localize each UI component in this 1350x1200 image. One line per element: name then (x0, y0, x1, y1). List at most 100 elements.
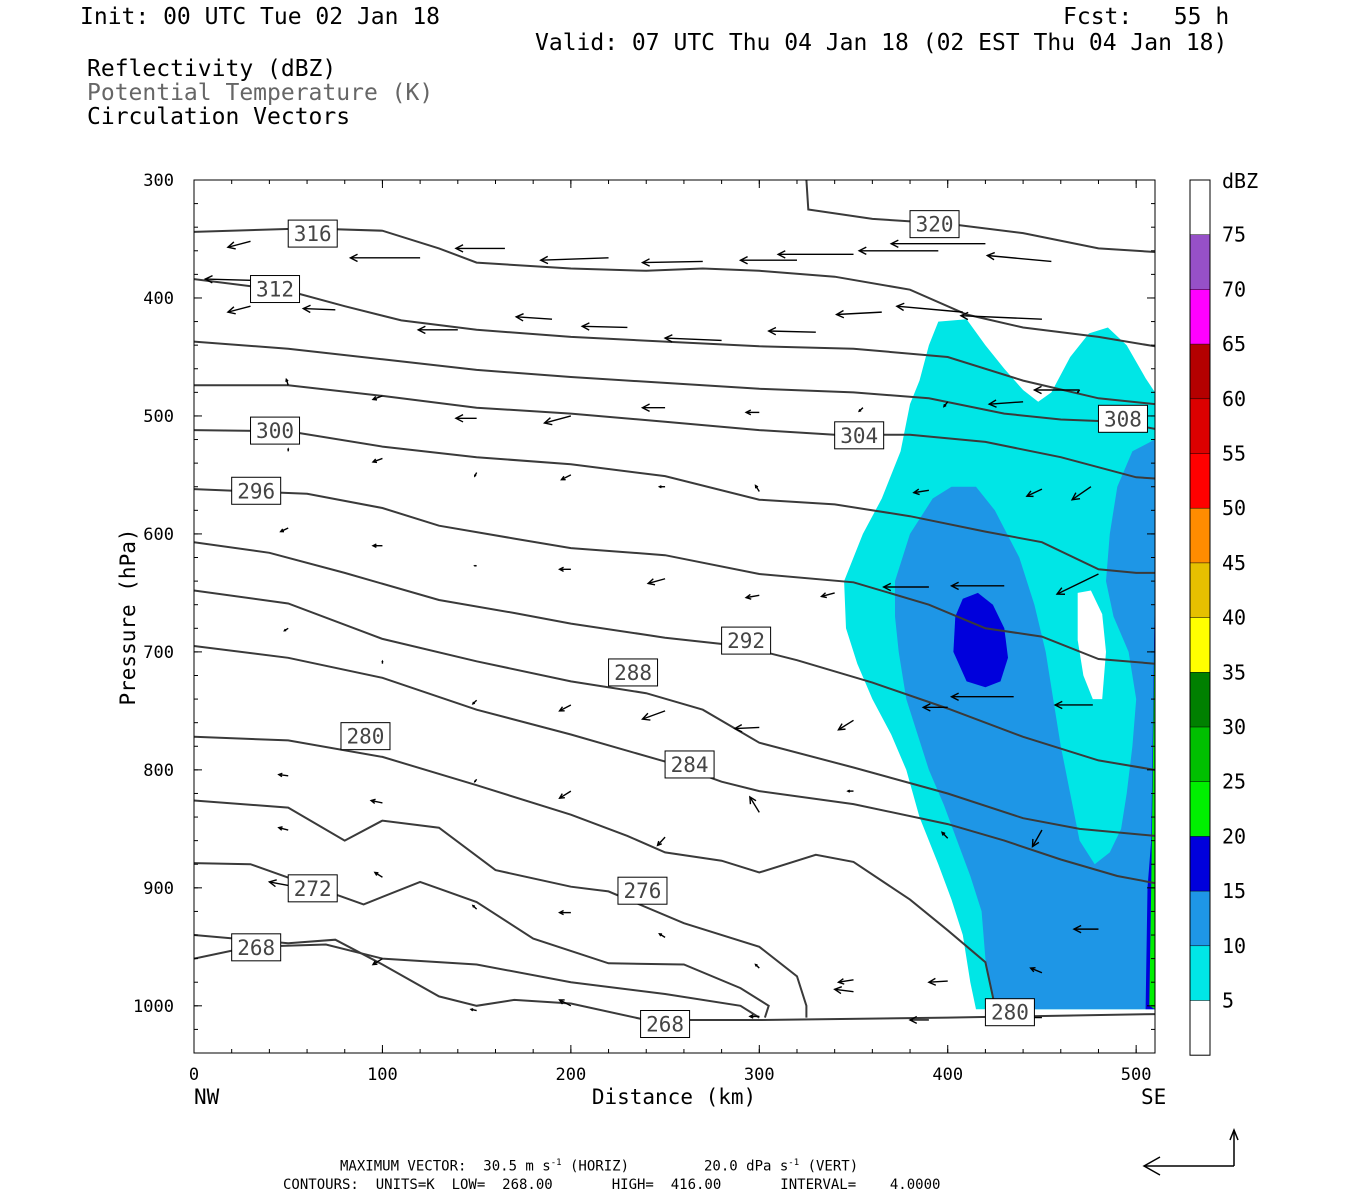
contour-label: 288 (614, 661, 652, 685)
contour-label-box (721, 626, 772, 655)
circulation-vector (646, 578, 666, 586)
circulation-vector (895, 302, 963, 313)
circulation-vector (835, 309, 882, 319)
y-tick-label: 600 (143, 525, 174, 545)
theta-contour-280 (194, 735, 996, 1013)
colorbar-swatch (1190, 344, 1210, 399)
circulation-vector (987, 399, 1024, 408)
colorbar-label: 70 (1222, 277, 1246, 301)
colorbar-swatch (1190, 617, 1210, 673)
circulation-vector (921, 703, 948, 712)
circulation-vector (819, 592, 835, 599)
circulation-vector (371, 395, 383, 401)
circulation-vector (454, 244, 505, 253)
colorbar-swatch (1190, 781, 1210, 837)
colorbar-swatch (1190, 1000, 1210, 1056)
circulation-vector (754, 963, 760, 969)
circulation-vector (833, 986, 854, 995)
colorbar-swatch (1190, 180, 1210, 235)
contour-label-box (287, 219, 338, 248)
colorbar-label: 45 (1222, 551, 1246, 575)
circulation-vector (1076, 389, 1081, 394)
x-tick-label: 200 (556, 1065, 587, 1085)
circulation-vector (560, 474, 572, 481)
contour-label-box (231, 476, 282, 505)
contour-label: 296 (237, 479, 275, 503)
circulation-vector (767, 326, 816, 336)
circulation-vector (558, 999, 572, 1007)
circulation-vector (744, 409, 760, 416)
circulation-vector (640, 403, 666, 412)
circulation-vector (658, 933, 666, 938)
circulation-vector (194, 872, 195, 874)
contour-label-box (984, 998, 1035, 1027)
contour-label: 280 (991, 1001, 1029, 1025)
circulation-vector (941, 831, 949, 839)
contour-label-box (287, 874, 338, 903)
vert-unit: (VERT) (799, 1158, 859, 1175)
circulation-vector (858, 407, 864, 413)
circulation-vector (949, 581, 1005, 591)
circulation-vector (287, 447, 290, 452)
contour-label-box (608, 658, 659, 687)
contour-label-box (250, 275, 301, 304)
colorbar-swatch (1190, 508, 1210, 563)
left-end-label: NW (194, 1085, 220, 1109)
colorbar-label: 55 (1222, 442, 1246, 466)
circulation-vector (641, 710, 666, 721)
y-tick-label: 900 (143, 879, 174, 899)
circulation-vector (203, 275, 251, 284)
circulation-vector (776, 250, 854, 259)
circulation-vector (226, 305, 251, 315)
colorbar-label: 10 (1222, 934, 1246, 958)
y-tick-label: 500 (143, 407, 174, 427)
circulation-vector (473, 564, 477, 567)
contour-label-box (1097, 404, 1148, 433)
circulation-vector (927, 977, 948, 986)
refl-20-dbz-edge (1149, 604, 1155, 1010)
contour-label: 268 (237, 936, 275, 960)
circulation-vector (912, 488, 929, 496)
theta-contour-320 (805, 180, 1155, 253)
init-time: Init: 00 UTC Tue 02 Jan 18 (80, 4, 441, 30)
circulation-vector (283, 627, 289, 632)
contour-label: 272 (294, 877, 332, 901)
forecast-hour: Fcst: 55 h (1063, 4, 1230, 30)
contour-label-box (617, 876, 668, 905)
contour-label: 280 (347, 725, 385, 749)
circulation-vector (369, 798, 383, 804)
x-tick-label: 0 (189, 1065, 199, 1085)
exponent: -1 (788, 1158, 800, 1168)
circulation-vector (267, 879, 289, 888)
plot-frame (193, 179, 1156, 1054)
circulation-vector (837, 719, 854, 731)
refl-gap (1077, 590, 1106, 700)
circulation-vector (882, 582, 929, 592)
theta-contour-268 (194, 934, 1155, 1021)
circulation-vector (558, 704, 572, 712)
circulation-vector (469, 1008, 477, 1012)
theta-contour-316 (194, 227, 1155, 348)
circulation-vector (416, 325, 458, 335)
colorbar-swatch (1190, 945, 1210, 1001)
colorbar-label: 35 (1222, 660, 1246, 684)
circulation-vector (371, 543, 383, 549)
y-axis-title: Pressure (hPa) (116, 528, 140, 705)
circulation-vector (663, 334, 722, 343)
contour-label: 316 (294, 222, 332, 246)
circulation-vector (744, 593, 760, 600)
reference-vector-icon (1142, 1127, 1239, 1176)
circulation-vector (542, 415, 572, 426)
circulation-vector (301, 304, 336, 314)
footer-max-vector: MAXIMUM VECTOR: 30.5 m s-1 (HORIZ) 20.0 d… (340, 1158, 858, 1175)
colorbar-label: 75 (1222, 223, 1246, 247)
exponent: -1 (550, 1158, 562, 1168)
theta-contour-292 (194, 541, 1155, 771)
circulation-vector (558, 566, 571, 572)
circulation-vector (471, 699, 478, 705)
field-reflectivity: Reflectivity (dBZ) (87, 56, 337, 82)
field-circulation-vectors: Circulation Vectors (87, 104, 351, 130)
circulation-vector (733, 723, 760, 733)
contour-label: 304 (840, 424, 878, 448)
